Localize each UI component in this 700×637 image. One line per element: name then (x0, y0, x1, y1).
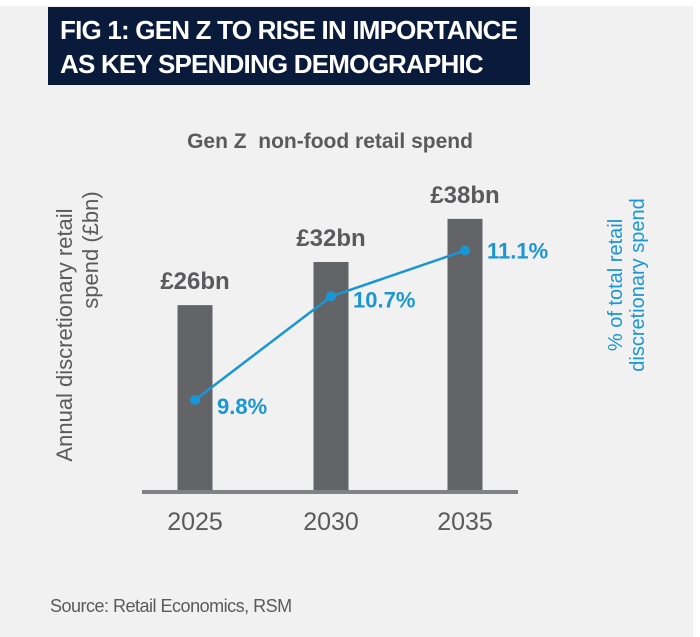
x-tick-label: 2025 (167, 508, 223, 536)
bar-label: £32bn (296, 225, 365, 252)
y-axis-label-line-2: spend (£bn) (78, 191, 103, 308)
line-point (460, 245, 470, 256)
line-label: 10.7% (353, 288, 415, 313)
figure-title-line-2: AS KEY SPENDING DEMOGRAPHIC (60, 49, 484, 79)
x-tick-label: 2030 (303, 508, 359, 536)
y2-axis-label-line-1: % of total retail (605, 219, 627, 351)
bar-label: £38bn (430, 182, 499, 209)
figure-title: FIG 1: GEN Z TO RISE IN IMPORTANCE AS KE… (48, 7, 530, 85)
figure-title-line-1: FIG 1: GEN Z TO RISE IN IMPORTANCE (60, 15, 518, 45)
chart-title: Gen Z non-food retail spend (187, 130, 473, 153)
line-label: 11.1% (487, 239, 548, 264)
y2-axis-label-line-2: discretionary spend (627, 198, 649, 371)
y-axis-label-line-1: Annual discretionary retail (52, 208, 77, 461)
source-note: Source: Retail Economics, RSM (50, 596, 292, 616)
line-point (326, 291, 336, 302)
line-label: 9.8% (217, 394, 267, 419)
line-point (190, 395, 200, 405)
x-tick-label: 2035 (437, 508, 493, 536)
bar-2035 (447, 218, 483, 492)
bar-label: £26bn (160, 268, 229, 295)
